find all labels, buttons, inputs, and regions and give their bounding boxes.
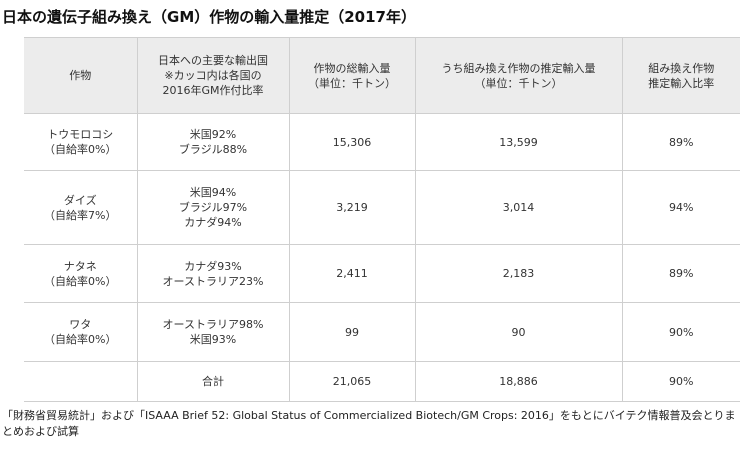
total-import-cell: 15,306 bbox=[288, 113, 415, 171]
gm-import-cell: 3,014 bbox=[414, 170, 622, 245]
countries-cell: オーストラリア98% 米国93% bbox=[136, 302, 289, 362]
table-total-row: 合計 21,065 18,886 90% bbox=[24, 361, 740, 402]
gm-ratio-cell: 89% bbox=[621, 113, 740, 171]
total-import-cell: 99 bbox=[288, 302, 415, 362]
crop-cell: ダイズ （自給率7%） bbox=[24, 170, 137, 245]
crop-cell: トウモロコシ （自給率0%） bbox=[24, 113, 137, 171]
gm-ratio-cell: 90% bbox=[621, 302, 740, 362]
header-crop: 作物 bbox=[24, 37, 137, 114]
gm-ratio-cell: 89% bbox=[621, 244, 740, 303]
header-gm-ratio: 組み換え作物 推定輸入比率 bbox=[621, 37, 740, 114]
gm-import-cell: 13,599 bbox=[414, 113, 622, 171]
empty-cell bbox=[24, 361, 137, 402]
table-row: ワタ （自給率0%） オーストラリア98% 米国93% 99 90 90% bbox=[24, 302, 740, 362]
total-import-cell: 2,411 bbox=[288, 244, 415, 303]
table-row: ナタネ （自給率0%） カナダ93% オーストラリア23% 2,411 2,18… bbox=[24, 244, 740, 303]
crop-cell: ワタ （自給率0%） bbox=[24, 302, 137, 362]
gm-import-cell: 90 bbox=[414, 302, 622, 362]
countries-cell: 米国92% ブラジル88% bbox=[136, 113, 289, 171]
total-import-cell: 3,219 bbox=[288, 170, 415, 245]
table-row: ダイズ （自給率7%） 米国94% ブラジル97% カナダ94% 3,219 3… bbox=[24, 170, 740, 245]
header-gm-import: うち組み換え作物の推定輸入量 （単位：千トン） bbox=[414, 37, 622, 114]
crop-cell: ナタネ （自給率0%） bbox=[24, 244, 137, 303]
gm-ratio-overall-cell: 90% bbox=[621, 361, 740, 402]
gm-import-table: 作物 日本への主要な輸出国 ※カッコ内は各国の 2016年GM作付比率 作物の総… bbox=[24, 37, 740, 402]
page-title: 日本の遺伝子組み換え（GM）作物の輸入量推定（2017年） bbox=[2, 8, 416, 26]
gm-import-cell: 2,183 bbox=[414, 244, 622, 303]
source-note: 「財務省貿易統計」および「ISAAA Brief 52: Global Stat… bbox=[2, 409, 736, 438]
header-total-import: 作物の総輸入量 （単位：千トン） bbox=[288, 37, 415, 114]
table-row: トウモロコシ （自給率0%） 米国92% ブラジル88% 15,306 13,5… bbox=[24, 113, 740, 171]
table-header-row: 作物 日本への主要な輸出国 ※カッコ内は各国の 2016年GM作付比率 作物の総… bbox=[24, 37, 740, 114]
countries-cell: 米国94% ブラジル97% カナダ94% bbox=[136, 170, 289, 245]
total-import-sum-cell: 21,065 bbox=[288, 361, 415, 402]
gm-ratio-cell: 94% bbox=[621, 170, 740, 245]
header-exporting-countries: 日本への主要な輸出国 ※カッコ内は各国の 2016年GM作付比率 bbox=[136, 37, 289, 114]
gm-import-sum-cell: 18,886 bbox=[414, 361, 622, 402]
total-label-cell: 合計 bbox=[136, 361, 289, 402]
countries-cell: カナダ93% オーストラリア23% bbox=[136, 244, 289, 303]
